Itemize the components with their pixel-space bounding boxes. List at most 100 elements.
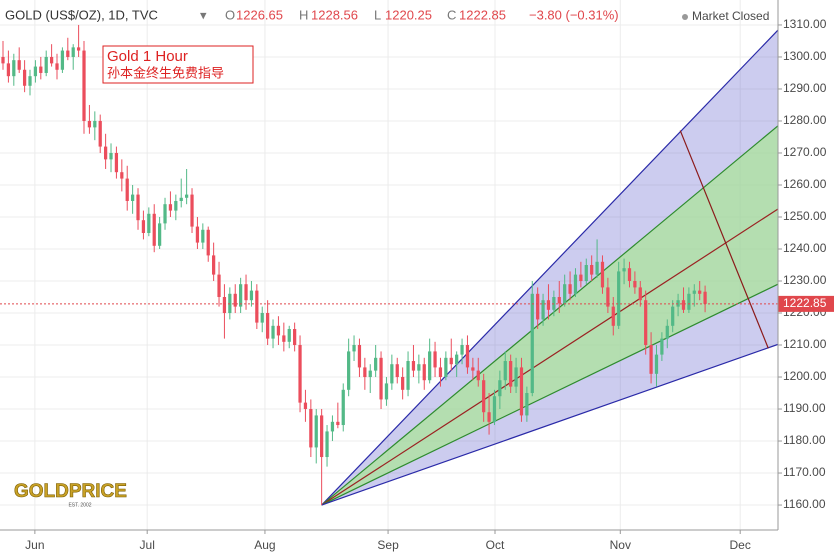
annotation-box (102, 45, 254, 84)
candle-body (455, 354, 459, 365)
candle-body (654, 354, 659, 374)
fan-line (321, 283, 779, 506)
x-tick-label: Sep (377, 538, 399, 552)
fan-line (321, 125, 779, 506)
candle-body (174, 200, 178, 211)
candle-body (600, 261, 605, 288)
candle-body (12, 60, 16, 77)
x-tick-label: Oct (486, 538, 505, 552)
candle-body (320, 415, 324, 458)
y-tick-label: 1200.00 (783, 369, 827, 383)
candle-body (374, 357, 378, 371)
candle-body (185, 194, 189, 198)
candle-body (514, 367, 518, 387)
candle-body (1, 56, 5, 64)
candle-body (330, 421, 335, 432)
y-tick-label: 1250.00 (783, 209, 827, 223)
candle-body (6, 63, 11, 77)
candle-body (492, 396, 497, 422)
candle-body (460, 345, 464, 355)
symbol: GOLD (US$/OZ), 1D, TVC (5, 7, 158, 22)
candle-body (357, 345, 362, 368)
market-status: Market Closed (692, 9, 769, 23)
candle-body (487, 412, 491, 422)
candle-body (698, 290, 702, 294)
candle-body (471, 367, 475, 371)
candle-body (503, 361, 507, 381)
candle-body (325, 431, 329, 458)
candle-body (190, 194, 194, 227)
candle-body (584, 265, 588, 282)
candle-body (336, 421, 340, 426)
candle-body (293, 329, 297, 346)
axes: 1160.00 1170.00 1180.00 1190.00 1200.00 1210.… (0, 17, 834, 552)
annotation-text: 孙本金终生免费指导 (107, 65, 224, 80)
candle-body (130, 194, 135, 201)
candle-body (109, 152, 113, 160)
y-tick-label: 1260.00 (783, 177, 827, 191)
candle-body (87, 120, 92, 128)
low-key: L (374, 7, 381, 22)
candle-body (606, 287, 610, 307)
candle-body (519, 367, 524, 416)
candle-body (406, 361, 410, 390)
candle-body (395, 364, 399, 378)
candle-body (98, 120, 102, 147)
y-tick-label: 1270.00 (783, 145, 827, 159)
candle-body (260, 313, 264, 323)
y-tick-label: 1300.00 (783, 49, 827, 63)
candle-body (363, 367, 367, 378)
candle-body (168, 204, 173, 211)
fan-line (321, 29, 779, 506)
candle-body (368, 370, 372, 378)
candle-body (44, 56, 48, 73)
fan-line (321, 343, 779, 506)
candle-body (60, 50, 65, 70)
candle-body (71, 47, 75, 57)
candle-body (201, 229, 205, 243)
candle-body (627, 268, 632, 282)
last-price-box (778, 295, 834, 312)
candle-body (266, 313, 270, 339)
candle-body (590, 265, 594, 275)
candle-body (433, 351, 437, 368)
candle-body (28, 76, 32, 86)
y-tick-label: 1310.00 (783, 17, 827, 31)
candle-body (541, 300, 545, 320)
trend-line (679, 130, 769, 349)
candle-body (676, 300, 680, 307)
y-tick-label: 1160.00 (783, 497, 826, 511)
candle-body (287, 329, 291, 342)
dropdown[interactable]: ▾ (200, 7, 207, 22)
open-value: 1226.65 (236, 7, 283, 22)
last-price-label: 1222.85 (783, 296, 827, 310)
candle-body (379, 357, 383, 400)
candle-body (303, 402, 308, 410)
candle-body (249, 290, 254, 301)
candle-body (82, 50, 86, 121)
candle-body (649, 345, 653, 374)
candle-body (255, 290, 259, 323)
candle-body (390, 364, 394, 384)
annotation-title: Gold 1 Hour (107, 48, 188, 65)
candle-body (568, 284, 572, 294)
candle-body (449, 357, 453, 365)
x-tick-label: Jul (140, 538, 155, 552)
candle-body (525, 393, 529, 416)
candle-body (222, 297, 227, 314)
high-key: H (299, 7, 308, 22)
candle-body (33, 66, 38, 77)
candle-body (352, 345, 356, 352)
candle-body (103, 146, 108, 160)
candle-body (49, 56, 54, 64)
candle-body (76, 47, 81, 51)
candle-body (687, 293, 691, 310)
candle-body (147, 213, 151, 233)
candle-body (125, 178, 129, 201)
change: −3.80 (−0.31%) (529, 7, 619, 22)
candle-body (347, 351, 351, 390)
logo: GOLDPRICE (14, 481, 127, 502)
candle-body (120, 172, 124, 179)
